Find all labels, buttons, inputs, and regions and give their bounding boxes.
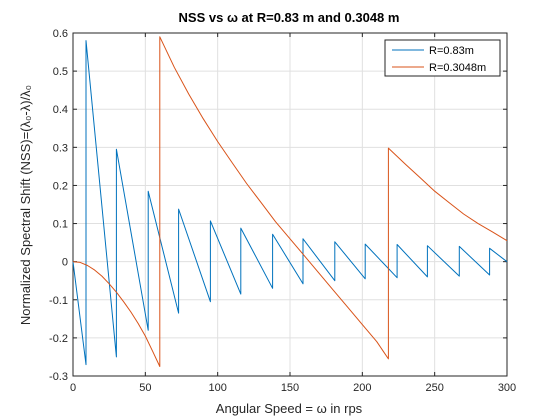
x-axis-label: Angular Speed = ω in rps (216, 401, 363, 416)
y-tick-label: 0.3 (53, 142, 68, 154)
y-tick-label: 0.5 (53, 66, 68, 78)
axes (72, 32, 508, 377)
y-tick-label: 0 (62, 257, 68, 269)
x-tick-label: 200 (353, 382, 371, 394)
legend-label-series-2: R=0.3048m (429, 62, 486, 74)
series-line-1 (72, 40, 508, 366)
x-tick-label: 0 (70, 382, 76, 394)
y-tick-label: -0.1 (49, 295, 68, 307)
y-axis-label: Normalized Spectral Shift (NSS)=(λ₀-λ)/λ… (18, 85, 33, 325)
plot-area (72, 36, 508, 367)
y-tick-label: -0.2 (49, 333, 68, 345)
y-tick-label: 0.2 (53, 180, 68, 192)
x-tick-label: 50 (139, 382, 151, 394)
tick-labels: 0 50 100 150 200 250 300 -0.3 -0.2 -0.1 0 0.1 0.2 0.3… (49, 28, 516, 394)
y-tick-label: 0.4 (53, 104, 68, 116)
chart-title: NSS vs ω at R=0.83 m and 0.3048 m (179, 10, 400, 25)
legend-label-series-1: R=0.83m (429, 45, 474, 57)
x-tick-label: 300 (498, 382, 516, 394)
y-tick-label: 0.6 (53, 28, 68, 40)
series-line-2 (72, 36, 508, 367)
legend: R=0.83m R=0.3048m (384, 39, 501, 77)
y-tick-label: 0.1 (53, 219, 68, 231)
x-tick-label: 250 (425, 382, 443, 394)
y-tick-label: -0.3 (49, 371, 68, 383)
x-tick-label: 150 (281, 382, 299, 394)
legend-box (384, 39, 501, 77)
x-tick-label: 100 (208, 382, 226, 394)
